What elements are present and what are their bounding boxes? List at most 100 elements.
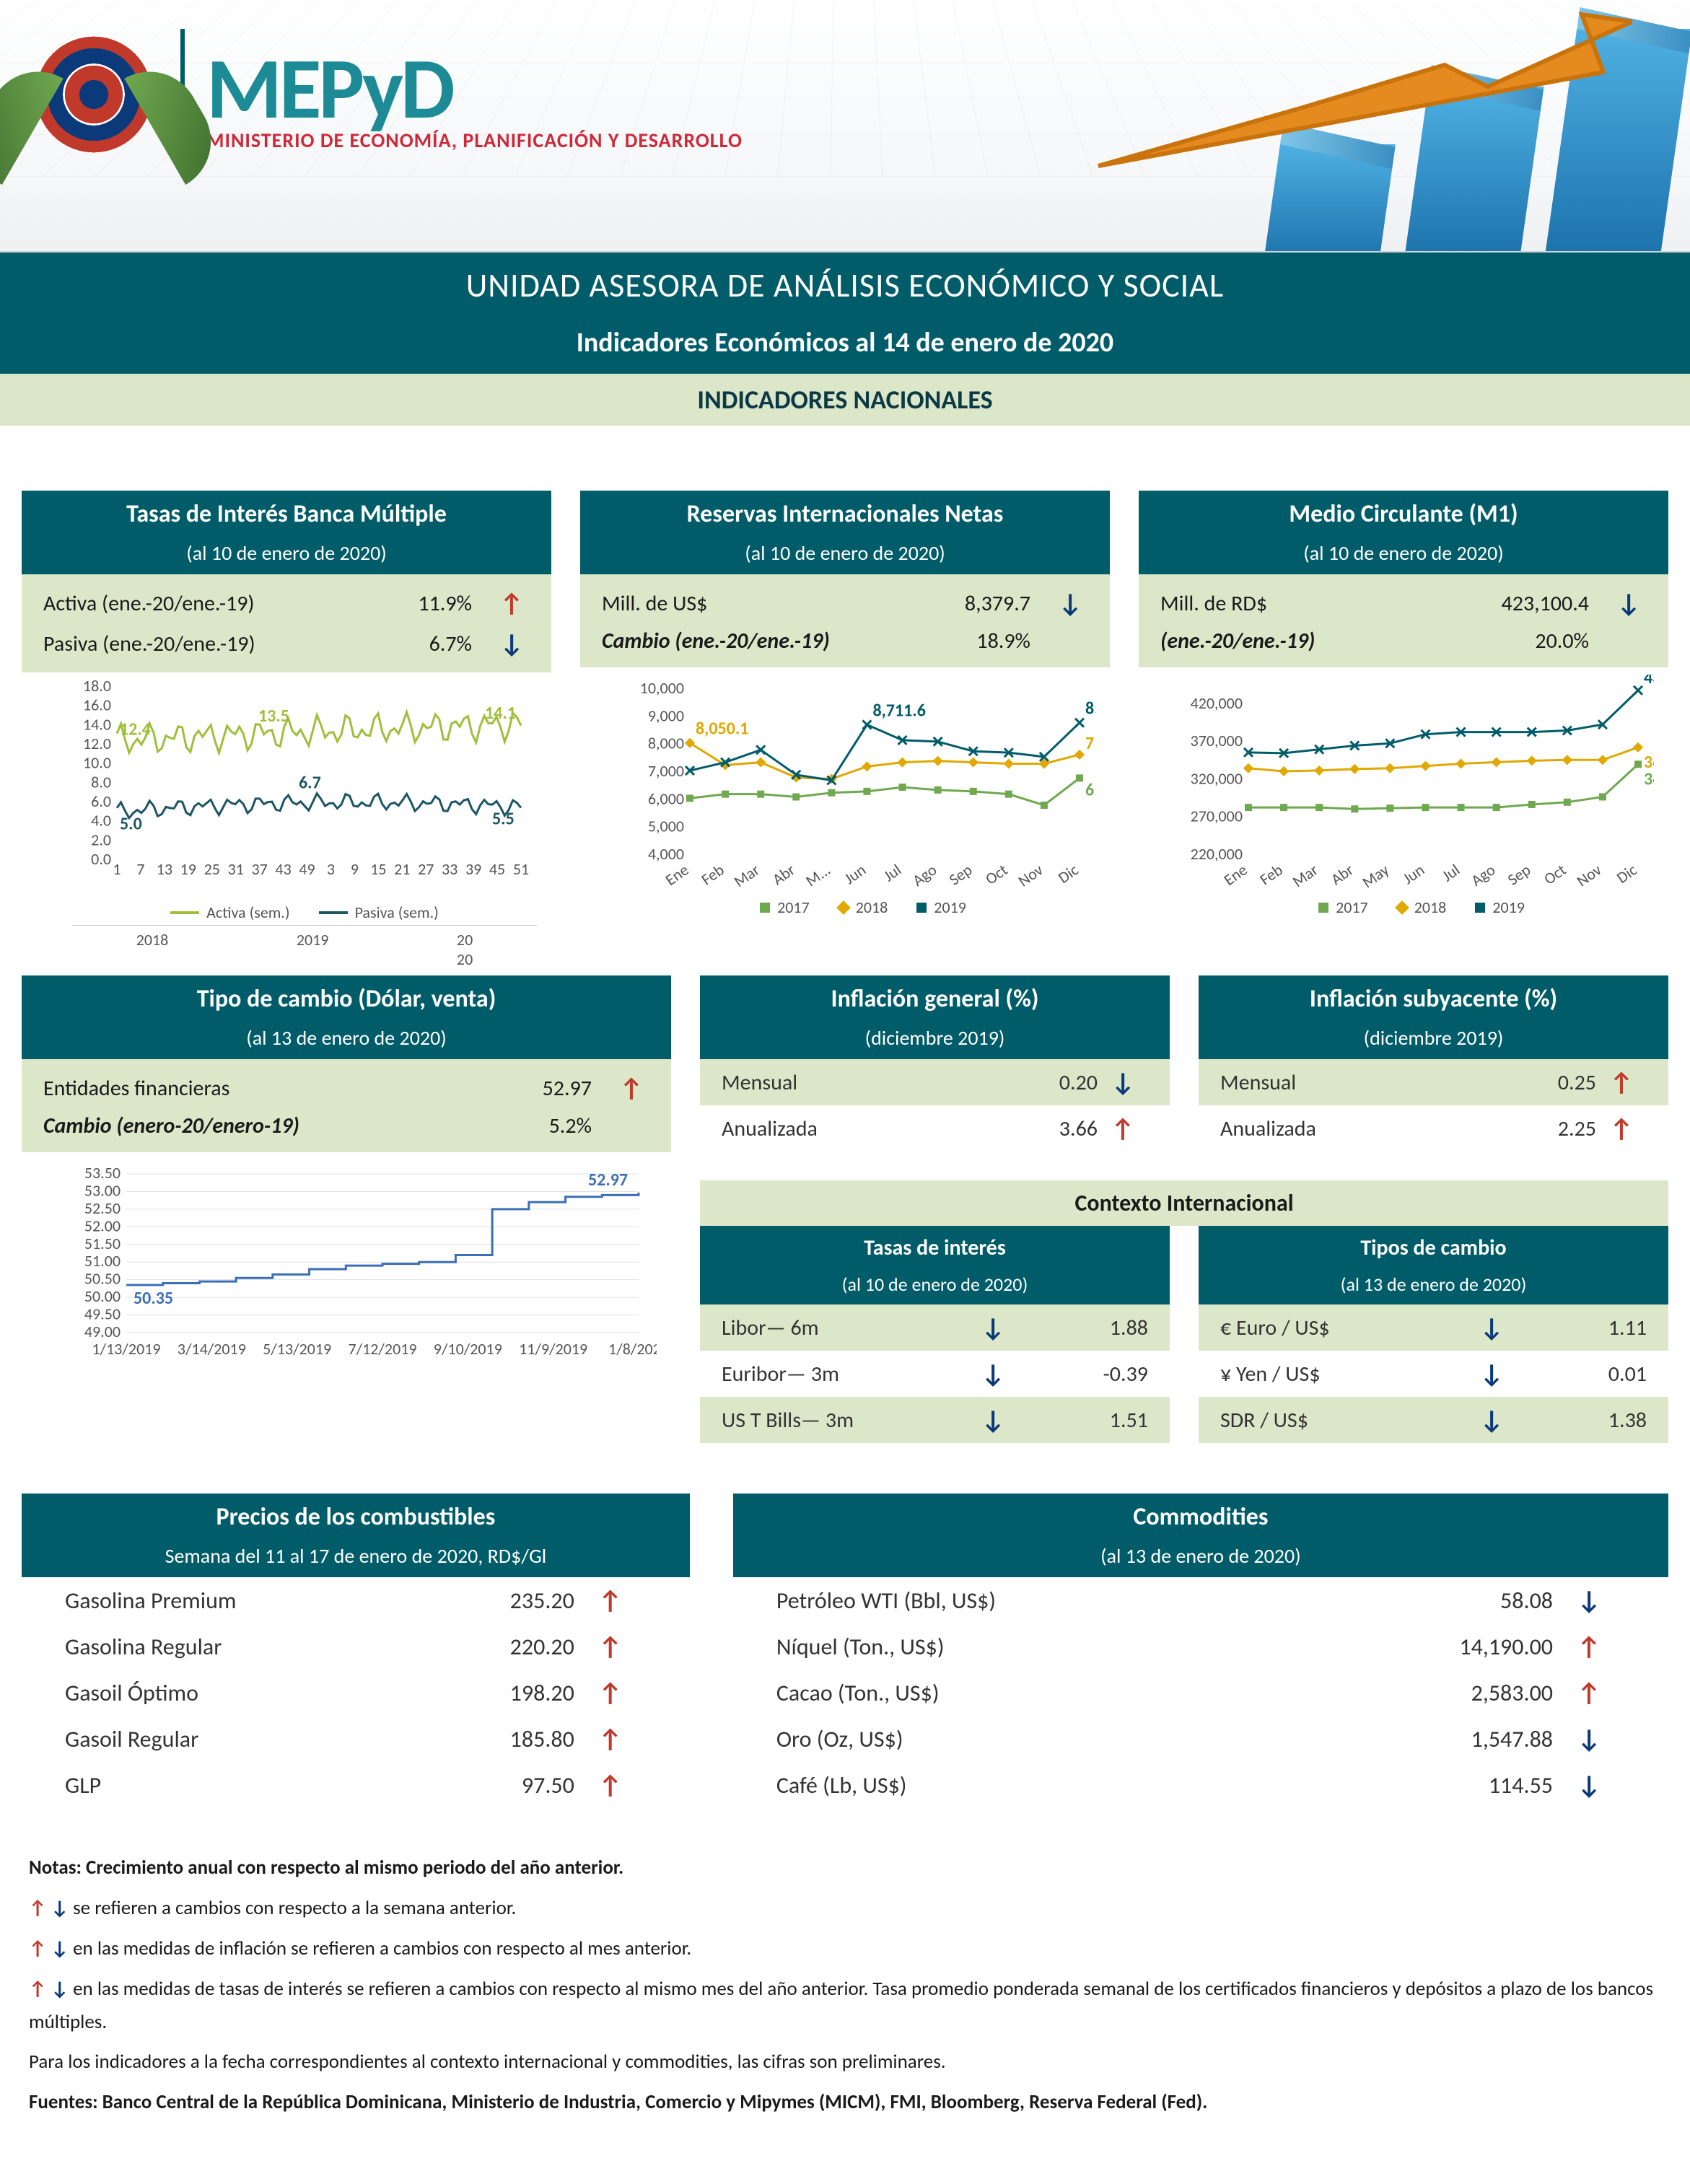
svg-text:5.5: 5.5	[492, 809, 515, 830]
svg-text:9,000: 9,000	[648, 706, 684, 725]
svg-text:1: 1	[113, 859, 121, 879]
note: Fuentes: Banco Central de la República D…	[29, 2090, 1207, 2114]
svg-text:Nov: Nov	[1015, 860, 1047, 891]
card-title: Precios de los combustibles	[22, 1494, 690, 1540]
card-infl-sub: Inflación subyacente (%) (diciembre 2019…	[1199, 975, 1668, 1152]
row-val: 11.9%	[364, 590, 494, 617]
row-label: Anualizada	[722, 1115, 968, 1142]
row-val: 198.20	[394, 1679, 574, 1707]
svg-text:5,000: 5,000	[648, 817, 684, 836]
legend: Pasiva (sem.)	[355, 903, 439, 922]
svg-text:2.0: 2.0	[91, 830, 111, 849]
svg-text:Dic: Dic	[1613, 860, 1640, 887]
row-label: Mill. de US$	[602, 590, 922, 617]
row-val: 423,100.4	[1481, 590, 1611, 617]
svg-text:52.97: 52.97	[588, 1170, 628, 1190]
arrow-up-icon: ↑	[599, 1631, 623, 1662]
svg-text:51.00: 51.00	[84, 1251, 121, 1271]
note: en las medidas de inflación se refieren …	[69, 1937, 691, 1960]
svg-text:49.00: 49.00	[84, 1322, 121, 1341]
table-row: Oro (Oz, US$) 1,547.88 ↓	[733, 1716, 1668, 1762]
row-label: Cacao (Ton., US$)	[776, 1679, 1372, 1707]
row-label: GLP	[65, 1771, 394, 1799]
svg-text:13: 13	[157, 859, 172, 879]
card-title: Tipo de cambio (Dólar, venta)	[22, 975, 671, 1022]
legend: 2018	[856, 898, 888, 917]
svg-text:31: 31	[228, 859, 244, 879]
row-val: 18.9%	[922, 628, 1052, 654]
title: UNIDAD ASESORA DE ANÁLISIS ECONÓMICO Y S…	[0, 253, 1690, 319]
svg-text:15: 15	[370, 859, 386, 879]
row-val: 14,190.00	[1372, 1633, 1553, 1661]
svg-text:Ene: Ene	[1220, 860, 1251, 890]
svg-text:52.50: 52.50	[84, 1198, 121, 1218]
card-tc: Tipo de cambio (Dólar, venta) (al 13 de …	[22, 975, 671, 1398]
svg-text:4.0: 4.0	[91, 811, 111, 830]
svg-text:420,000: 420,000	[1191, 693, 1243, 713]
svg-text:Feb: Feb	[1256, 860, 1287, 890]
arrow-up-icon: ↑	[1111, 1113, 1135, 1144]
legend: 2017	[1336, 898, 1368, 917]
card-date: (al 10 de enero de 2020)	[580, 538, 1110, 574]
svg-text:7: 7	[136, 859, 144, 879]
svg-text:10.0: 10.0	[83, 753, 111, 773]
row-val: 1,547.88	[1372, 1725, 1553, 1753]
card-date: (al 13 de enero de 2020)	[22, 1022, 671, 1059]
svg-text:33: 33	[442, 859, 457, 879]
row-val: 97.50	[394, 1771, 574, 1799]
svg-text:53.50: 53.50	[84, 1163, 121, 1183]
svg-text:3: 3	[327, 859, 335, 879]
svg-text:Dic: Dic	[1054, 860, 1082, 887]
row-val: 0.20	[968, 1069, 1098, 1096]
row-val: 0.01	[1517, 1361, 1647, 1387]
svg-text:Sep: Sep	[1504, 860, 1534, 890]
card-fuels: Precios de los combustibles Semana del 1…	[22, 1494, 690, 1808]
svg-text:37: 37	[251, 859, 267, 879]
notes: Notas: Crecimiento anual con respecto al…	[0, 1808, 1690, 2184]
svg-text:49: 49	[299, 859, 315, 879]
arrow-down-icon: ↓	[981, 1404, 1005, 1436]
legend: 2019	[934, 898, 966, 917]
svg-text:Jun: Jun	[841, 860, 870, 888]
svg-text:8,000: 8,000	[648, 734, 684, 753]
card-infl-gen: Inflación general (%) (diciembre 2019) M…	[700, 975, 1170, 1152]
svg-text:6.7: 6.7	[299, 773, 321, 794]
row-val: 20.0%	[1481, 628, 1611, 654]
arrow-up-icon: ↑	[1577, 1677, 1601, 1709]
legend: Activa (sem.)	[206, 903, 289, 922]
card-interest: Tasas de interés (al 10 de enero de 2020…	[700, 1226, 1170, 1443]
table-row: Café (Lb, US$) 114.55 ↓	[733, 1762, 1668, 1808]
row-label: Anualizada	[1220, 1115, 1466, 1142]
svg-text:52.00: 52.00	[84, 1216, 121, 1235]
arrow-up-icon: ↑	[599, 1584, 623, 1616]
row-label: Cambio (enero-20/enero-19)	[43, 1113, 483, 1139]
svg-text:16.0: 16.0	[83, 696, 111, 715]
svg-text:39: 39	[465, 859, 481, 879]
svg-text:11/9/2019: 11/9/2019	[519, 1339, 587, 1359]
svg-text:1/13/2019: 1/13/2019	[92, 1339, 160, 1359]
row-val: 1.88	[1018, 1315, 1148, 1341]
row-label: Euribor— 3m	[722, 1361, 968, 1387]
svg-text:45: 45	[489, 859, 505, 879]
svg-text:1/8/2020: 1/8/2020	[608, 1339, 657, 1359]
svg-text:Oct: Oct	[981, 860, 1011, 889]
card-date: (diciembre 2019)	[700, 1022, 1170, 1059]
arrow-up-icon: ↑	[620, 1072, 644, 1104]
arrow-down-icon: ↓	[1577, 1723, 1601, 1755]
svg-text:340,250.5: 340,250.5	[1644, 768, 1654, 789]
card-title: Tasas de interés	[700, 1226, 1170, 1270]
svg-text:Abr: Abr	[769, 860, 799, 890]
svg-text:8.0: 8.0	[91, 772, 111, 791]
svg-text:Ago: Ago	[909, 860, 940, 890]
svg-text:Sep: Sep	[945, 860, 976, 890]
row-val: 185.80	[394, 1725, 574, 1753]
svg-text:Jun: Jun	[1399, 860, 1428, 888]
svg-text:14.0: 14.0	[83, 714, 111, 734]
arrow-down-icon: ↓	[1480, 1358, 1504, 1390]
card-title: Inflación general (%)	[700, 975, 1170, 1022]
svg-text:43: 43	[275, 859, 291, 879]
note: en las medidas de tasas de interés se re…	[29, 1977, 1653, 2034]
card-title: Reservas Internacionales Netas	[580, 491, 1110, 538]
svg-text:5/13/2019: 5/13/2019	[263, 1339, 331, 1359]
row-label: Libor— 6m	[722, 1315, 968, 1341]
